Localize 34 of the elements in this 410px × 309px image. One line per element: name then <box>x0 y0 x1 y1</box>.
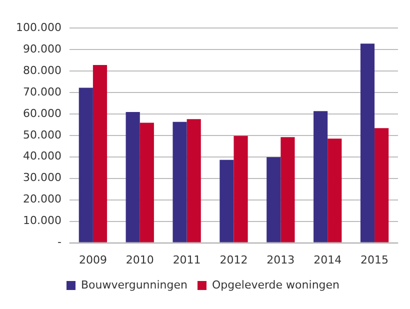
bar <box>234 136 248 242</box>
bar <box>140 122 154 242</box>
y-tick-label: 50.000 <box>22 128 62 142</box>
y-tick-label: - <box>58 236 62 249</box>
y-tick-label: 40.000 <box>22 150 62 163</box>
bar <box>328 138 342 242</box>
bar <box>280 137 295 242</box>
bar <box>172 122 187 242</box>
bar <box>220 160 234 242</box>
bar <box>126 112 140 242</box>
y-tick-label: 70.000 <box>22 85 62 98</box>
x-tick-label: 2011 <box>172 253 201 266</box>
y-tick-label: 60.000 <box>22 106 62 120</box>
x-tick-label: 2009 <box>78 253 107 266</box>
bar <box>186 119 201 242</box>
y-tick-label: 20.000 <box>22 192 62 206</box>
x-tick-label: 2015 <box>360 253 389 266</box>
x-tick-label: 2013 <box>266 253 295 266</box>
y-tick-label: 10.000 <box>22 214 62 228</box>
bar <box>266 157 281 242</box>
x-tick-label: 2012 <box>220 253 248 266</box>
legend-label: Bouwvergunningen <box>80 278 188 292</box>
y-tick-label: 90.000 <box>22 42 62 56</box>
x-tick-label: 2010 <box>126 253 154 266</box>
x-tick-label: 2014 <box>314 253 342 266</box>
y-tick-label: 100.000 <box>16 20 62 34</box>
legend-label: Opgeleverde woningen <box>212 278 340 292</box>
bar <box>374 128 389 242</box>
y-tick-label: 80.000 <box>22 64 62 77</box>
y-tick-label: 30.000 <box>22 171 62 184</box>
bar <box>78 88 93 242</box>
bar <box>360 44 375 242</box>
bar <box>92 64 108 242</box>
bar <box>314 111 328 242</box>
